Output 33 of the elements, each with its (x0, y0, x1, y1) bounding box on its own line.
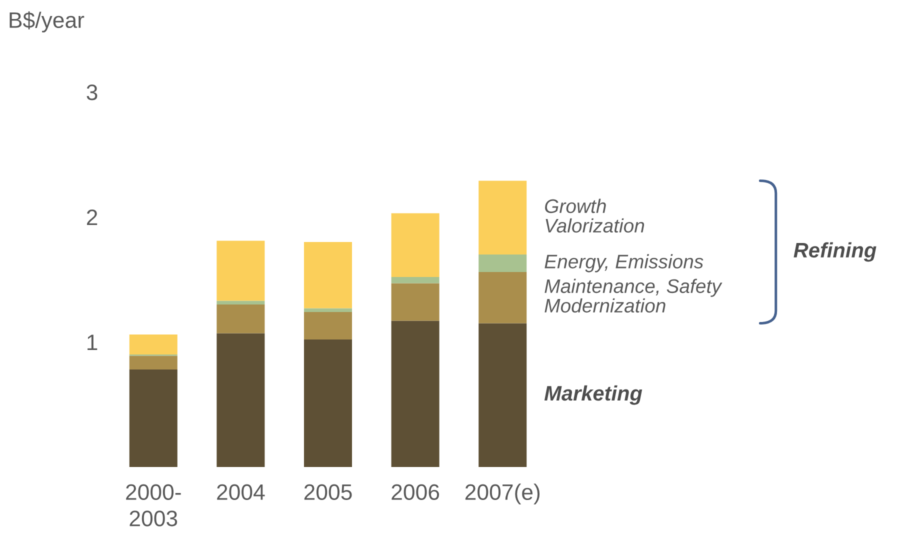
y-tick-label: 3 (86, 84, 98, 100)
bar (304, 242, 352, 308)
bar (216, 300, 265, 304)
bar (478, 254, 527, 272)
series-label: Energy, Emissions (544, 254, 704, 272)
series-label: Marketing (544, 385, 642, 405)
series-label: Growth Valorization (545, 198, 644, 233)
bar (216, 333, 265, 467)
x-tick-label: 2006 (392, 484, 440, 500)
bar (391, 213, 440, 277)
bar (391, 277, 440, 284)
bar (391, 320, 440, 467)
bar (216, 240, 265, 301)
x-tick-label: 2005 (304, 484, 352, 500)
bar (304, 312, 352, 340)
bar (304, 340, 352, 467)
x-tick-label: 2007(e) (465, 484, 540, 504)
x-tick-label: 2004 (217, 484, 265, 500)
bar (391, 283, 440, 321)
y-tick-label: 2 (86, 210, 98, 226)
bar (129, 356, 178, 370)
x-tick-label: 2000- 2003 (126, 484, 181, 526)
bar (478, 180, 527, 254)
y-axis-title: B$/year (10, 11, 84, 32)
bar (478, 323, 527, 467)
bar (129, 334, 178, 354)
series-label: Maintenance, Safety Modernization (544, 278, 722, 313)
bar (216, 304, 265, 334)
bar (129, 370, 178, 467)
bar (478, 272, 527, 324)
bar (304, 308, 352, 312)
text: Refining (794, 242, 876, 262)
y-tick-label: 1 (88, 334, 98, 350)
